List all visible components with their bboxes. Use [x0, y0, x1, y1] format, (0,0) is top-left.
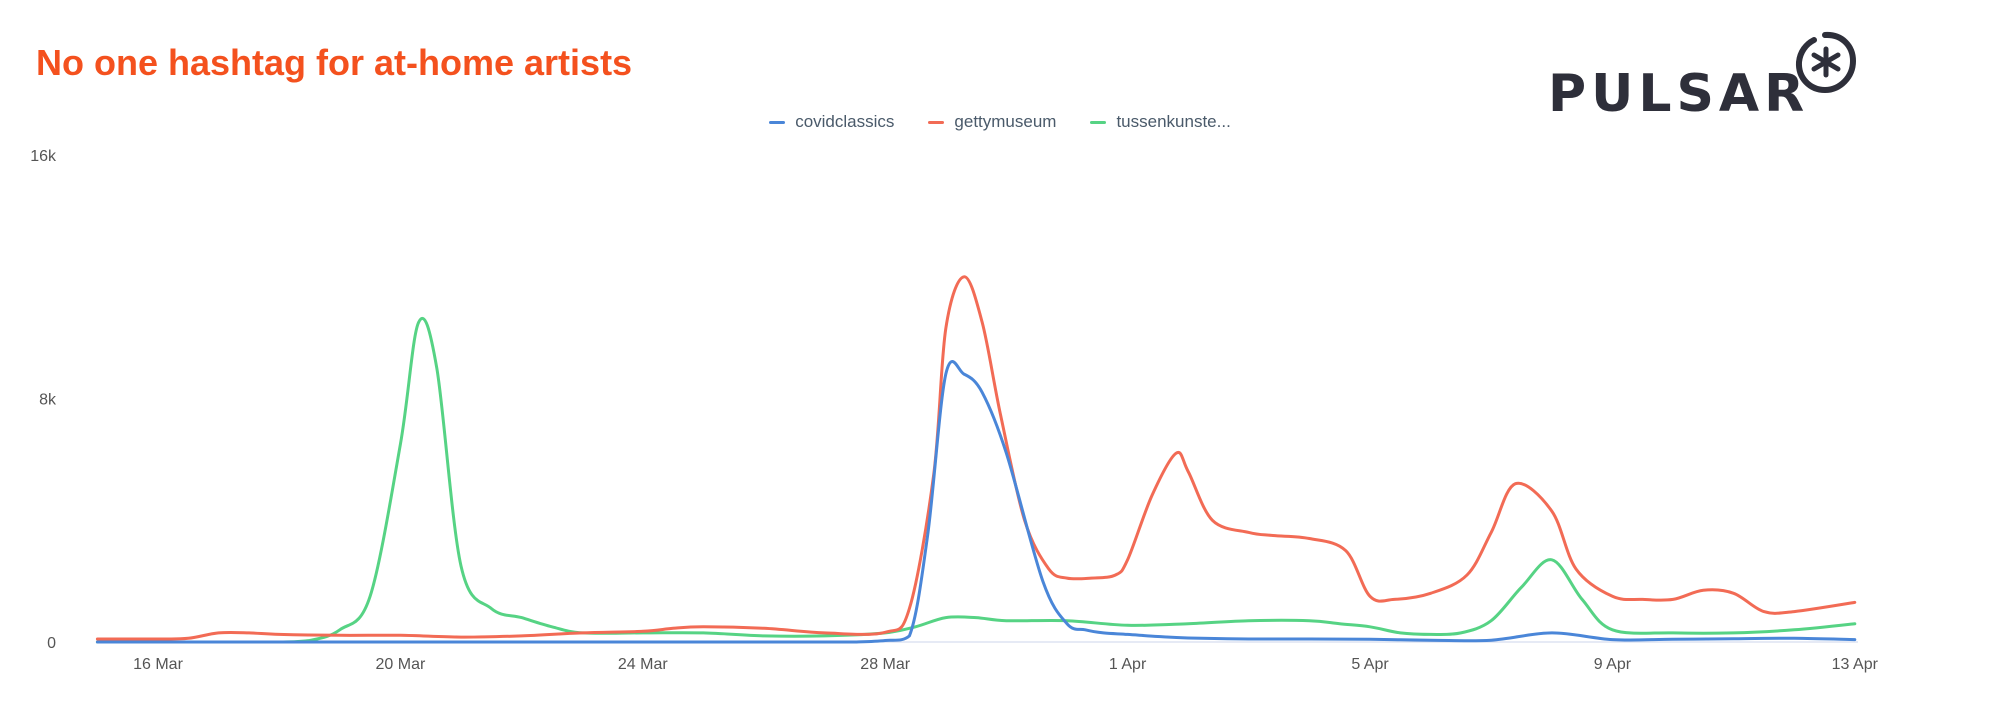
series-line-covidclassics — [95, 360, 1857, 644]
series-line-gettymuseum — [95, 275, 1857, 641]
legend-label: tussenkunste... — [1116, 112, 1231, 131]
legend-label: covidclassics — [795, 112, 895, 131]
legend-item-tussenkunste[interactable]: tussenkunste... — [1090, 112, 1231, 132]
x-tick-label: 16 Mar — [133, 656, 183, 673]
legend-item-covidclassics[interactable]: covidclassics — [769, 112, 894, 132]
pulsar-logo: PULSAR — [1548, 30, 1868, 124]
logo-text: PULSAR — [1548, 64, 1810, 124]
legend-item-gettymuseum[interactable]: gettymuseum — [928, 112, 1056, 132]
legend-swatch — [1090, 120, 1107, 124]
x-tick-label: 24 Mar — [618, 656, 668, 673]
x-tick-label: 20 Mar — [376, 656, 426, 673]
y-tick-label: 8k — [39, 392, 57, 409]
legend-swatch — [928, 120, 945, 124]
y-tick-label: 0 — [47, 635, 56, 652]
chart-legend: covidclassics gettymuseum tussenkunste..… — [0, 112, 2000, 132]
legend-swatch — [769, 120, 786, 124]
y-tick-label: 16k — [30, 148, 57, 165]
x-tick-label: 13 Apr — [1832, 656, 1879, 673]
x-tick-label: 1 Apr — [1109, 656, 1147, 673]
legend-label: gettymuseum — [954, 112, 1057, 131]
asterisk-circle-icon — [1795, 31, 1857, 94]
chart-title: No one hashtag for at-home artists — [36, 42, 633, 83]
x-tick-label: 5 Apr — [1351, 656, 1389, 673]
series-line-tussenkunste — [95, 316, 1857, 644]
x-tick-label: 9 Apr — [1594, 656, 1632, 673]
x-tick-label: 28 Mar — [860, 656, 910, 673]
